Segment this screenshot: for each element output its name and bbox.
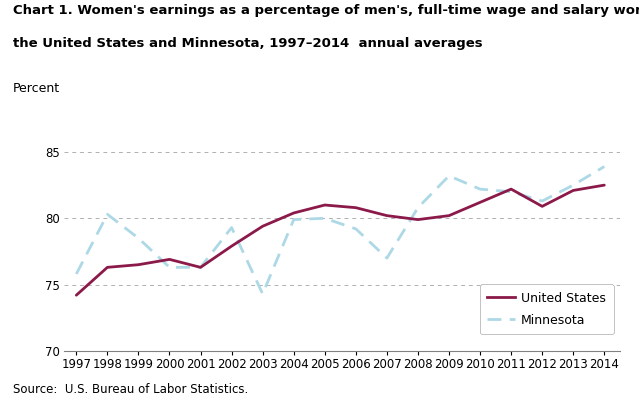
Minnesota — [197, 265, 204, 270]
Legend: United States, Minnesota: United States, Minnesota — [480, 284, 613, 334]
Line: Minnesota: Minnesota — [76, 166, 604, 294]
United States — [507, 186, 515, 191]
Minnesota — [538, 199, 546, 204]
United States — [227, 244, 235, 248]
United States — [104, 265, 111, 270]
Minnesota — [72, 272, 80, 277]
United States — [445, 213, 453, 218]
Minnesota — [601, 164, 608, 169]
United States — [383, 213, 390, 218]
United States — [321, 202, 328, 207]
Text: the United States and Minnesota, 1997–2014  annual averages: the United States and Minnesota, 1997–20… — [13, 37, 482, 50]
United States — [352, 205, 360, 210]
United States — [414, 217, 422, 222]
Minnesota — [445, 173, 453, 178]
Minnesota — [290, 217, 298, 222]
United States — [538, 204, 546, 209]
Minnesota — [166, 265, 173, 270]
Line: United States: United States — [76, 185, 604, 295]
Minnesota — [476, 186, 484, 191]
United States — [569, 188, 577, 193]
United States — [476, 200, 484, 205]
Minnesota — [383, 256, 390, 261]
Minnesota — [321, 216, 328, 221]
United States — [601, 183, 608, 188]
Minnesota — [135, 236, 142, 241]
United States — [166, 257, 173, 262]
United States — [72, 293, 80, 298]
United States — [259, 224, 266, 228]
Minnesota — [227, 225, 235, 230]
United States — [197, 265, 204, 270]
Minnesota — [104, 212, 111, 217]
Text: Percent: Percent — [13, 82, 60, 95]
Minnesota — [569, 183, 577, 188]
Text: Chart 1. Women's earnings as a percentage of men's, full-time wage and salary wo: Chart 1. Women's earnings as a percentag… — [13, 4, 639, 17]
Minnesota — [352, 226, 360, 231]
Minnesota — [507, 189, 515, 194]
Minnesota — [259, 291, 266, 296]
Minnesota — [414, 205, 422, 210]
United States — [290, 211, 298, 215]
United States — [135, 262, 142, 267]
Text: Source:  U.S. Bureau of Labor Statistics.: Source: U.S. Bureau of Labor Statistics. — [13, 383, 248, 396]
